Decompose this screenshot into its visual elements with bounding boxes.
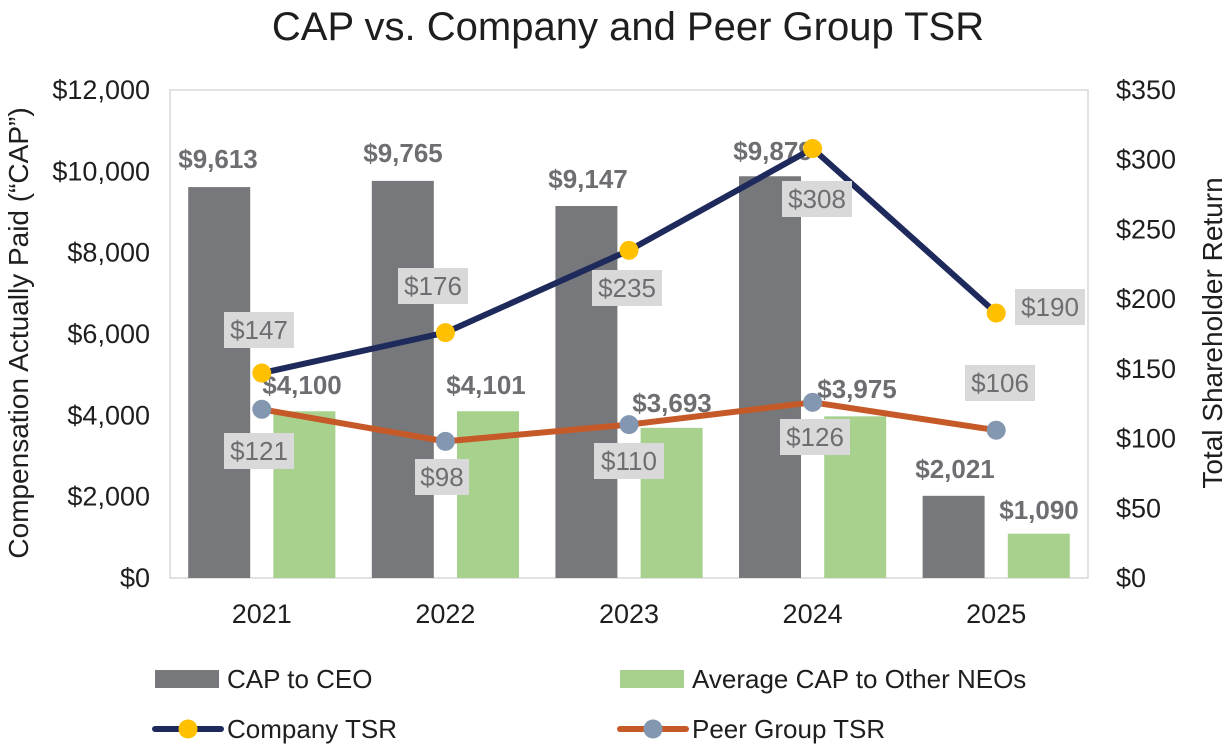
y2-axis-label: Total Shareholder Return [1197, 177, 1228, 488]
company-tsr-point [803, 139, 823, 159]
right-axis: $0 $50 $100 $150 $200 $250 $300 $350 [1116, 75, 1176, 593]
y-tick-label: $2,000 [67, 482, 150, 512]
y2-tick-label: $0 [1116, 563, 1146, 593]
x-tick-label: 2025 [966, 599, 1026, 629]
legend-peer-tsr-marker [643, 719, 663, 739]
peer-tsr-label-box [415, 459, 469, 495]
ceo-cap-bar [922, 495, 985, 578]
y-tick-label: $8,000 [67, 238, 150, 268]
peer-tsr-label-box [780, 419, 850, 455]
company-tsr-data-label: $190 [1021, 292, 1079, 322]
peer-tsr-point [803, 392, 823, 412]
company-tsr-data-label: $147 [230, 315, 288, 345]
company-tsr-point [986, 303, 1006, 323]
company-tsr-label-box [782, 181, 852, 217]
y2-tick-label: $50 [1116, 493, 1161, 523]
y-tick-label: $10,000 [52, 156, 150, 186]
company-tsr-data-label: $235 [598, 273, 656, 303]
peer-tsr-label-box [965, 365, 1035, 401]
y-tick-label: $4,000 [67, 400, 150, 430]
neo-cap-data-label: $4,101 [446, 370, 526, 400]
ceo-cap-bar [371, 180, 434, 578]
company-tsr-label-box [592, 270, 662, 306]
left-axis: $0 $2,000 $4,000 $6,000 $8,000 $10,000 $12,000 [52, 75, 150, 593]
ceo-cap-data-label: $9,147 [548, 164, 628, 194]
y2-tick-label: $100 [1116, 424, 1176, 454]
y2-tick-label: $250 [1116, 214, 1176, 244]
company-tsr-label-box [398, 268, 468, 304]
legend-company-tsr-label: Company TSR [227, 714, 397, 744]
peer-tsr-point [986, 420, 1006, 440]
ceo-cap-data-label: $2,021 [915, 454, 995, 484]
lines: $147 $176 $235 $308 $190 $121 $98 $110 $126 $106 [224, 139, 1085, 495]
ceo-cap-bar [188, 187, 251, 578]
peer-tsr-point [619, 415, 639, 435]
company-tsr-label-box [224, 312, 294, 348]
legend-ceo-swatch [155, 670, 219, 688]
company-tsr-data-label: $308 [788, 184, 846, 214]
x-tick-label: 2021 [232, 599, 292, 629]
y-tick-label: $12,000 [52, 75, 150, 105]
ceo-cap-data-label: $9,613 [178, 144, 258, 174]
y2-tick-label: $300 [1116, 145, 1176, 175]
x-tick-label: 2023 [599, 599, 659, 629]
neo-cap-bar [1007, 533, 1070, 578]
y2-tick-label: $150 [1116, 354, 1176, 384]
legend-neo-swatch [620, 670, 684, 688]
neo-cap-data-label: $3,693 [632, 388, 712, 418]
y-tick-label: $0 [120, 563, 150, 593]
ceo-cap-bar [739, 176, 802, 578]
peer-tsr-point [435, 431, 455, 451]
peer-tsr-label-box [594, 443, 664, 479]
ceo-cap-data-label: $9,879 [733, 136, 813, 166]
peer-tsr-data-label: $126 [786, 422, 844, 452]
ceo-cap-data-label: $9,765 [363, 138, 443, 168]
bars: $9,613 $9,765 $9,147 $9,879 $2,021 $4,100 $4,1… [178, 136, 1079, 578]
x-tick-label: 2024 [783, 599, 843, 629]
company-tsr-point [619, 240, 639, 260]
company-tsr-point [252, 363, 272, 383]
legend-ceo-label: CAP to CEO [227, 664, 372, 694]
peer-tsr-data-label: $98 [420, 462, 463, 492]
y-axis-label: Compensation Actually Paid (“CAP”) [3, 107, 34, 558]
y-tick-label: $6,000 [67, 319, 150, 349]
peer-tsr-label-box [224, 433, 294, 469]
peer-tsr-data-label: $110 [601, 446, 657, 476]
neo-cap-data-label: $4,100 [262, 370, 342, 400]
y2-tick-label: $200 [1116, 284, 1176, 314]
x-tick-label: 2022 [415, 599, 475, 629]
legend-company-tsr-marker [178, 719, 198, 739]
peer-tsr-data-label: $106 [971, 368, 1029, 398]
peer-tsr-point [252, 399, 272, 419]
neo-cap-data-label: $1,090 [999, 495, 1079, 525]
legend-neo-label: Average CAP to Other NEOs [692, 664, 1026, 694]
legend: CAP to CEO Average CAP to Other NEOs Compa… [152, 664, 1026, 744]
company-tsr-data-label: $176 [404, 271, 462, 301]
y2-tick-label: $350 [1116, 75, 1176, 105]
neo-cap-data-label: $3,975 [817, 374, 897, 404]
legend-peer-tsr-label: Peer Group TSR [692, 714, 885, 744]
plot-area [169, 89, 1089, 579]
company-tsr-point [435, 323, 455, 343]
peer-tsr-data-label: $121 [230, 436, 288, 466]
x-axis: 2021 2022 2023 2024 2025 [232, 599, 1026, 629]
company-tsr-label-box [1015, 289, 1085, 325]
chart-title: CAP vs. Company and Peer Group TSR [272, 5, 984, 49]
